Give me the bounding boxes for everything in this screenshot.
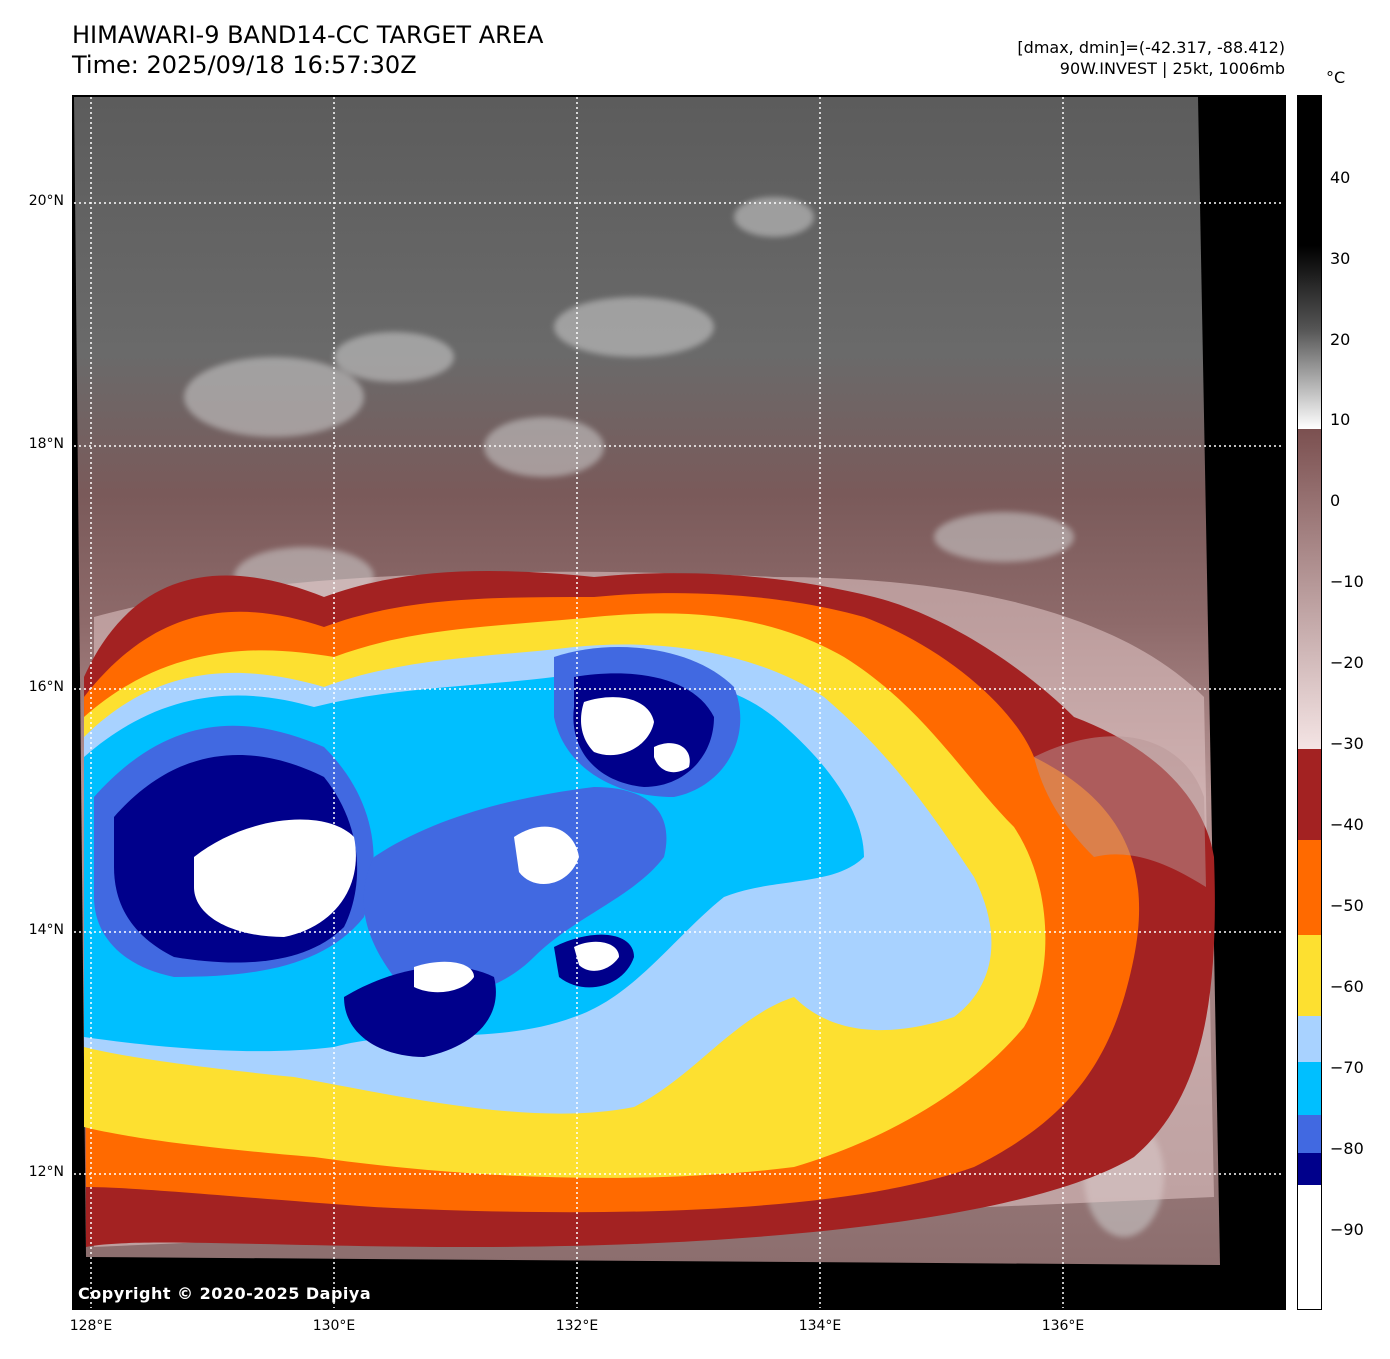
colorbar-tick-20: 20 [1330, 330, 1351, 349]
colorbar-tick-minus80: −80 [1330, 1139, 1364, 1158]
colorbar-tick-0: 0 [1330, 491, 1341, 510]
colorbar-tick-minus20: −20 [1330, 653, 1364, 672]
title-line-1: HIMAWARI-9 BAND14-CC TARGET AREA [72, 21, 544, 49]
satellite-imagery [74, 97, 1284, 1308]
info-line-2: 90W.INVEST | 25kt, 1006mb [1059, 59, 1285, 78]
lat-label-14n: 14°N [28, 922, 64, 938]
lat-label-18n: 18°N [28, 436, 64, 452]
info-line-1: [dmax, dmin]=(-42.317, -88.412) [1017, 38, 1285, 57]
copyright-notice: Copyright © 2020-2025 Dapiya [78, 1284, 372, 1303]
colorbar-tick-10: 10 [1330, 410, 1351, 429]
storm-info: [dmax, dmin]=(-42.317, -88.412) 90W.INVE… [1017, 37, 1285, 79]
title-line-2: Time: 2025/09/18 16:57:30Z [72, 51, 417, 79]
colorbar-tick-minus60: −60 [1330, 977, 1364, 996]
colorbar-tick-minus40: −40 [1330, 815, 1364, 834]
chart-title: HIMAWARI-9 BAND14-CC TARGET AREA Time: 2… [72, 20, 543, 80]
colorbar-tick-minus90: −90 [1330, 1220, 1364, 1239]
colorbar-tick-40: 40 [1330, 168, 1351, 187]
colorbar-tick-minus30: −30 [1330, 734, 1364, 753]
colorbar-unit: °C [1326, 68, 1346, 87]
lon-label-128e: 128°E [69, 1318, 113, 1334]
colorbar-scale [1298, 96, 1321, 1309]
colorbar-tick-minus70: −70 [1330, 1058, 1364, 1077]
lat-label-20n: 20°N [28, 193, 64, 209]
lat-label-16n: 16°N [28, 679, 64, 695]
lon-label-132e: 132°E [555, 1318, 599, 1334]
colorbar-tick-30: 30 [1330, 249, 1351, 268]
satellite-map [72, 95, 1286, 1310]
lon-label-130e: 130°E [312, 1318, 356, 1334]
lon-label-134e: 134°E [798, 1318, 842, 1334]
colorbar [1297, 95, 1322, 1310]
colorbar-tick-minus50: −50 [1330, 896, 1364, 915]
lat-label-12n: 12°N [28, 1164, 64, 1180]
colorbar-tick-minus10: −10 [1330, 572, 1364, 591]
lon-label-136e: 136°E [1041, 1318, 1085, 1334]
